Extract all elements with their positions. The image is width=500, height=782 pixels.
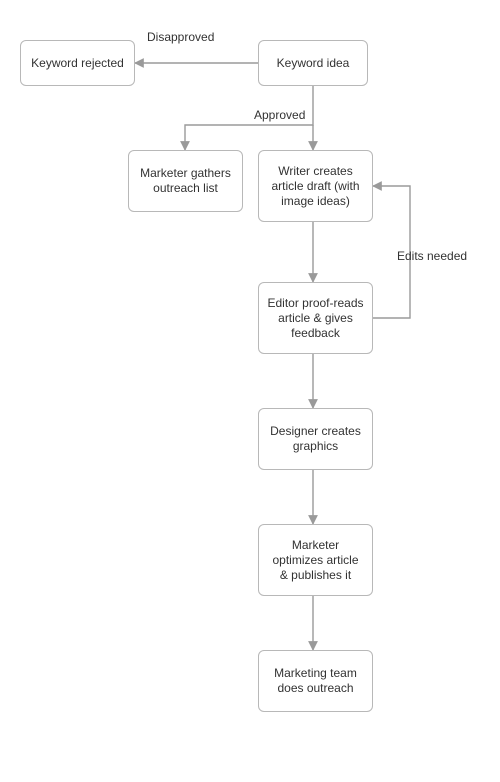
node-keyword_idea: Keyword idea: [258, 40, 368, 86]
node-designer: Designer creates graphics: [258, 408, 373, 470]
node-editor_feedback: Editor proof-reads article & gives feedb…: [258, 282, 373, 354]
node-label: Writer creates article draft (with image…: [267, 164, 364, 209]
edge-label-e_disapproved: Disapproved: [147, 30, 214, 44]
node-marketing_team: Marketing team does outreach: [258, 650, 373, 712]
edges-layer: [0, 0, 500, 782]
node-label: Editor proof-reads article & gives feedb…: [267, 296, 364, 341]
edge-label-e_approved_split: Approved: [254, 108, 305, 122]
node-label: Marketing team does outreach: [267, 666, 364, 696]
node-label: Designer creates graphics: [267, 424, 364, 454]
node-label: Marketer optimizes article & publishes i…: [267, 538, 364, 583]
node-label: Keyword rejected: [31, 56, 124, 71]
node-label: Marketer gathers outreach list: [137, 166, 234, 196]
node-label: Keyword idea: [277, 56, 350, 71]
node-marketer_list: Marketer gathers outreach list: [128, 150, 243, 212]
node-marketer_publish: Marketer optimizes article & publishes i…: [258, 524, 373, 596]
flowchart-canvas: Keyword idea Keyword rejected Marketer gat…: [0, 0, 500, 782]
node-writer_draft: Writer creates article draft (with image…: [258, 150, 373, 222]
node-keyword_rejected: Keyword rejected: [20, 40, 135, 86]
edge-label-e_edits_needed: Edits needed: [397, 249, 467, 263]
